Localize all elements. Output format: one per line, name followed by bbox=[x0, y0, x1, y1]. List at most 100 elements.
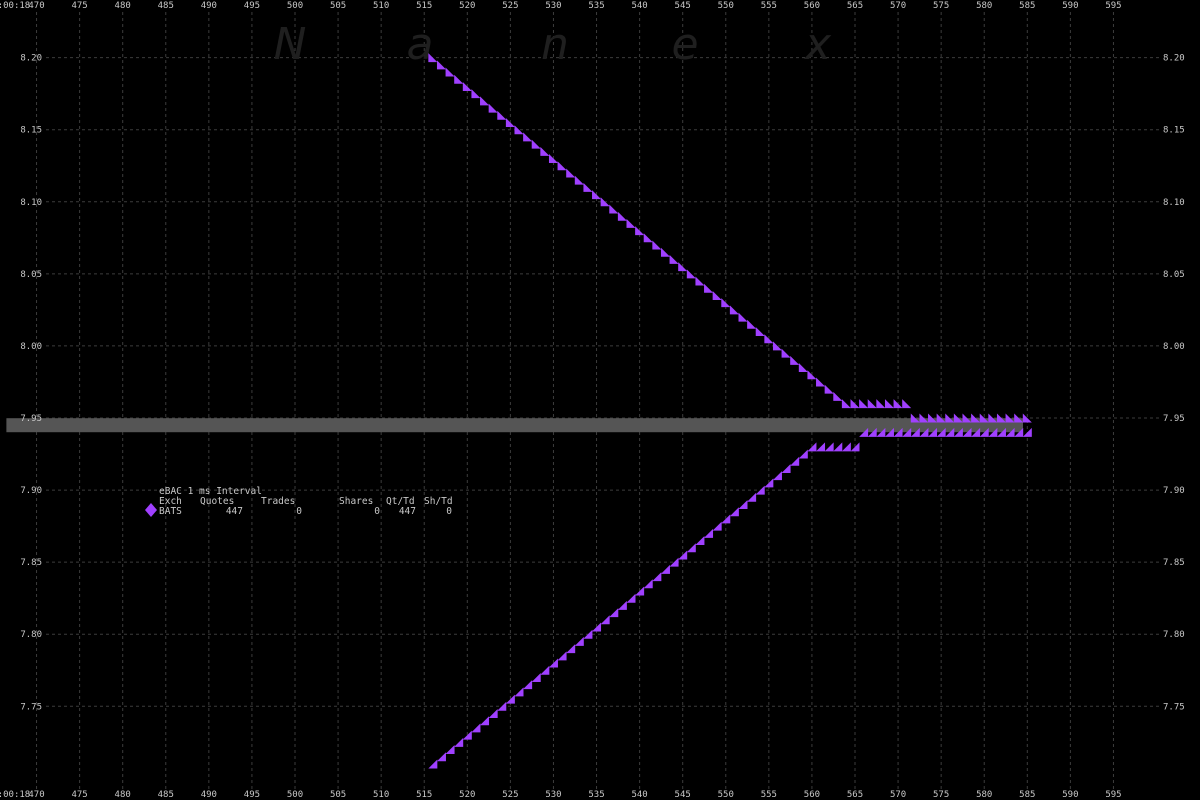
ask-quote-marker bbox=[488, 103, 498, 113]
bid-quote-marker bbox=[600, 615, 610, 625]
ask-quote-marker bbox=[953, 413, 963, 423]
bid-quote-marker bbox=[850, 442, 860, 452]
x-tick-label-top: 585 bbox=[1019, 1, 1035, 11]
ask-quote-marker bbox=[721, 298, 731, 308]
ask-quote-marker bbox=[798, 363, 808, 373]
ask-quote-marker bbox=[566, 168, 576, 178]
y-tick-label-left: 7.90 bbox=[20, 486, 42, 496]
ask-quote-marker bbox=[1005, 413, 1015, 423]
x-tick-label-bottom: 595 bbox=[1105, 790, 1121, 800]
legend-title: eBAC 1 ms Interval bbox=[159, 486, 262, 497]
ask-quote-marker bbox=[609, 204, 619, 214]
bid-quote-marker bbox=[626, 593, 636, 603]
bid-quote-marker bbox=[833, 442, 843, 452]
y-tick-label-left: 8.20 bbox=[20, 54, 42, 64]
bid-quote-marker bbox=[971, 427, 981, 437]
bid-quote-marker bbox=[617, 600, 627, 610]
x-tick-label-bottom: 490 bbox=[201, 790, 217, 800]
y-tick-label-right: 7.75 bbox=[1163, 702, 1185, 712]
bid-quote-marker bbox=[798, 449, 808, 459]
x-tick-label-top: 490 bbox=[201, 1, 217, 11]
bid-quote-marker bbox=[824, 442, 834, 452]
x-tick-label-top: 510 bbox=[373, 1, 389, 11]
ask-quote-marker bbox=[574, 175, 584, 185]
ask-quote-marker bbox=[738, 312, 748, 322]
ask-quote-marker bbox=[755, 327, 765, 337]
y-tick-label-right: 8.10 bbox=[1163, 198, 1185, 208]
legend-quotes: 447 bbox=[226, 506, 243, 517]
y-tick-label-left: 8.15 bbox=[20, 126, 42, 136]
x-tick-label-bottom: 590 bbox=[1062, 790, 1078, 800]
ask-quote-marker bbox=[704, 283, 714, 293]
ask-quote-marker bbox=[531, 139, 541, 149]
bid-quote-marker bbox=[807, 442, 817, 452]
legend-exch: BATS bbox=[159, 506, 182, 517]
x-tick-label-top: 580 bbox=[976, 1, 992, 11]
ask-quote-marker bbox=[523, 132, 533, 142]
ask-quote-marker bbox=[971, 413, 981, 423]
y-tick-label-left: 7.80 bbox=[20, 630, 42, 640]
x-tick-label-top: 505 bbox=[330, 1, 346, 11]
time-label-top: 08:00:18 bbox=[0, 1, 30, 11]
bid-quote-marker bbox=[721, 514, 731, 524]
ask-quote-marker bbox=[945, 413, 955, 423]
bid-quote-marker bbox=[480, 716, 490, 726]
watermark-letter: e bbox=[671, 19, 698, 70]
x-tick-label-bottom: 570 bbox=[890, 790, 906, 800]
bid-quote-marker bbox=[583, 629, 593, 639]
legend-shares: 0 bbox=[374, 506, 380, 517]
ask-quote-marker bbox=[824, 384, 834, 394]
bid-quote-marker bbox=[729, 507, 739, 517]
bid-quote-marker bbox=[574, 636, 584, 646]
bid-quote-marker bbox=[867, 427, 877, 437]
ask-quote-marker bbox=[772, 341, 782, 351]
x-tick-label-bottom: 565 bbox=[847, 790, 863, 800]
x-tick-label-top: 520 bbox=[459, 1, 475, 11]
bid-quote-marker bbox=[497, 701, 507, 711]
x-tick-label-top: 565 bbox=[847, 1, 863, 11]
y-tick-label-left: 7.75 bbox=[20, 702, 42, 712]
x-tick-label-bottom: 520 bbox=[459, 790, 475, 800]
ask-quote-marker bbox=[643, 233, 653, 243]
legend-swatch-diamond-icon bbox=[145, 503, 157, 517]
grid-layer bbox=[36, 12, 1160, 790]
bid-quote-marker bbox=[996, 427, 1006, 437]
y-tick-label-right: 8.00 bbox=[1163, 342, 1185, 352]
ask-quote-marker bbox=[436, 60, 446, 70]
x-tick-label-bottom: 485 bbox=[158, 790, 174, 800]
y-tick-label-right: 7.85 bbox=[1163, 558, 1185, 568]
bid-quote-marker bbox=[609, 608, 619, 618]
x-tick-label-top: 540 bbox=[631, 1, 647, 11]
ask-quote-marker bbox=[850, 399, 860, 409]
x-tick-label-top: 560 bbox=[804, 1, 820, 11]
ask-quote-marker bbox=[652, 240, 662, 250]
x-tick-label-bottom: 505 bbox=[330, 790, 346, 800]
bid-quote-marker bbox=[893, 427, 903, 437]
x-tick-label-top: 485 bbox=[158, 1, 174, 11]
legend-qt-td: 447 bbox=[399, 506, 416, 517]
bid-quote-marker bbox=[962, 427, 972, 437]
x-tick-label-top: 550 bbox=[718, 1, 734, 11]
bid-quote-marker bbox=[1005, 427, 1015, 437]
x-tick-label-bottom: 525 bbox=[502, 790, 518, 800]
ask-quote-marker bbox=[445, 67, 455, 77]
ask-quote-marker bbox=[893, 399, 903, 409]
y-tick-label-right: 8.05 bbox=[1163, 270, 1185, 280]
x-tick-label-top: 480 bbox=[115, 1, 131, 11]
ask-quote-marker bbox=[695, 276, 705, 286]
bid-quote-marker bbox=[669, 557, 679, 567]
bid-quote-marker bbox=[781, 463, 791, 473]
bid-quote-marker bbox=[652, 572, 662, 582]
x-tick-label-bottom: 555 bbox=[761, 790, 777, 800]
bid-quote-marker bbox=[928, 427, 938, 437]
time-label-bottom: 08:00:18 bbox=[0, 790, 30, 800]
y-tick-label-right: 8.15 bbox=[1163, 126, 1185, 136]
bid-quote-marker bbox=[936, 427, 946, 437]
reference-band bbox=[6, 418, 1023, 433]
bid-quote-marker bbox=[902, 427, 912, 437]
x-tick-label-top: 575 bbox=[933, 1, 949, 11]
ask-quote-marker bbox=[996, 413, 1006, 423]
bid-quote-marker bbox=[445, 745, 455, 755]
